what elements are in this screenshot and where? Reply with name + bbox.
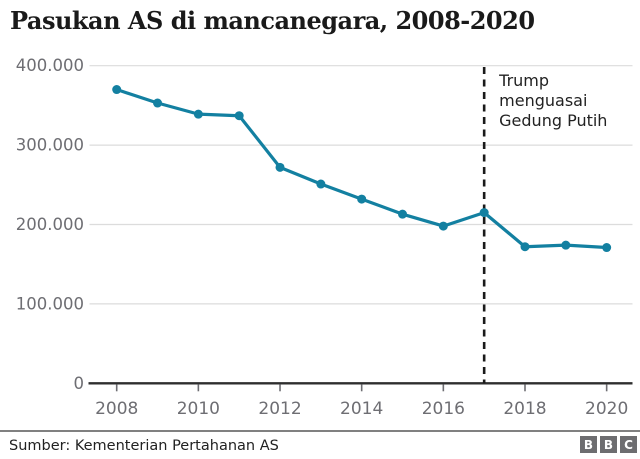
bbc-logo: B B C [580,436,637,453]
data-point [275,162,285,172]
data-point [316,179,326,189]
bbc-logo-block: B [580,436,597,453]
data-point [561,240,571,250]
data-point [193,109,203,119]
bbc-logo-block: C [620,436,637,453]
data-point [602,243,612,253]
x-tick-label: 2008 [95,399,138,419]
x-tick-label: 2012 [258,399,301,419]
data-point [398,209,408,219]
data-point [153,98,163,108]
data-point [357,194,367,204]
data-point [234,111,244,121]
y-tick-label: 100.000 [16,294,84,313]
source-text: Sumber: Kementerian Pertahanan AS [9,438,279,454]
data-point [520,242,530,252]
y-tick-label: 200.000 [16,215,84,234]
x-tick-label: 2018 [503,399,546,419]
y-tick-label: 0 [74,374,85,393]
x-tick-label: 2020 [585,399,628,419]
x-tick-label: 2014 [340,399,383,419]
y-tick-label: 300.000 [16,136,84,155]
chart-title: Pasukan AS di mancanegara, 2008-2020 [10,6,535,35]
footer-divider [0,430,640,432]
data-point [479,208,489,218]
y-tick-label: 400.000 [16,56,84,75]
data-point [438,221,448,231]
x-tick-label: 2010 [177,399,220,419]
annotation-trump-white-house: Trump menguasai Gedung Putih [499,71,608,130]
x-tick-label: 2016 [422,399,465,419]
data-point [112,85,122,95]
bbc-logo-block: B [600,436,617,453]
